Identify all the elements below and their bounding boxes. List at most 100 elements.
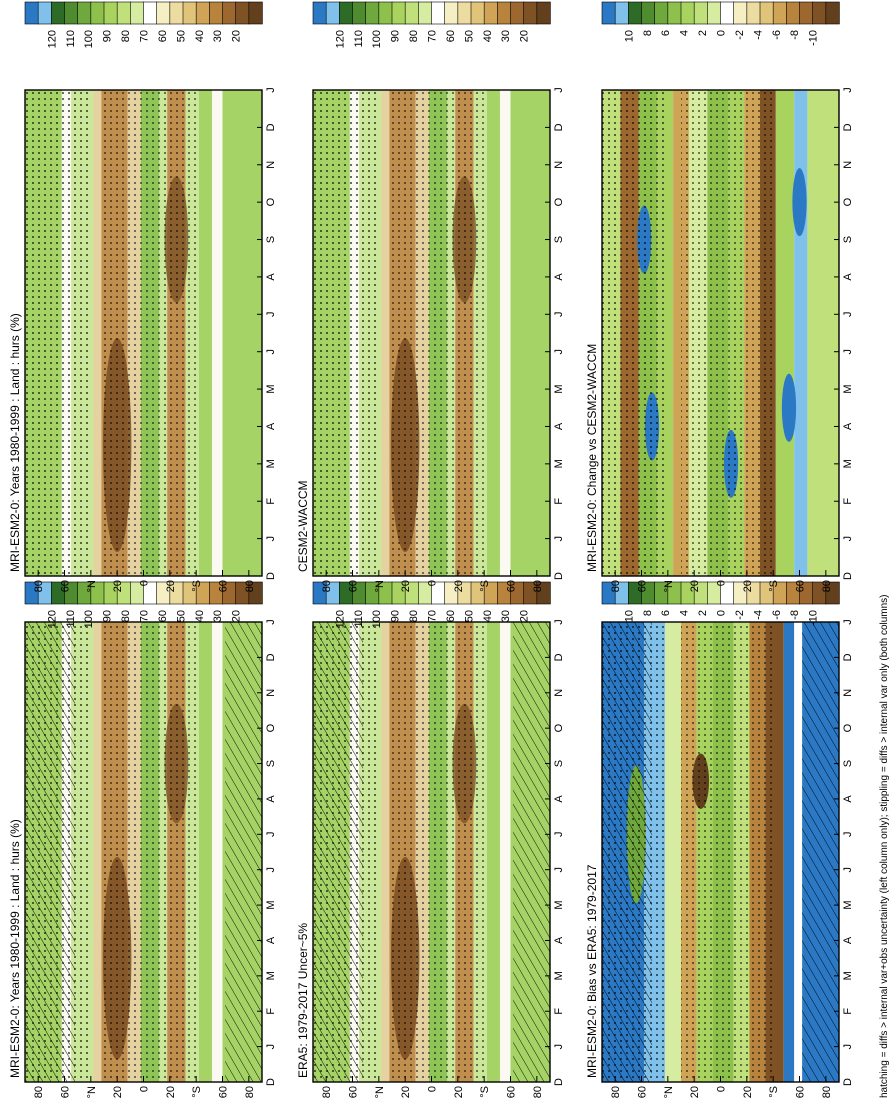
month-tick-label: J <box>265 867 277 873</box>
lat-tick-label: 0 <box>716 1086 728 1092</box>
month-tick-label: S <box>265 236 277 243</box>
colorbar-tick-label: 2 <box>697 610 709 616</box>
colorbar-swatch <box>339 1 354 25</box>
lat-tick-label: 80 <box>244 580 256 592</box>
month-tick-label: J <box>842 867 854 873</box>
colorbar-tick-label: 100 <box>83 610 95 628</box>
colorbar-tick-label: 90 <box>390 610 402 622</box>
month-tick-label: A <box>265 273 277 281</box>
colorbar-tick-label: 100 <box>83 30 95 48</box>
colorbar-swatch <box>483 1 499 25</box>
lat-tick-label: 60 <box>60 580 72 592</box>
chart-panel: 80 60 °N 20 0 20 °S 60 80 D J F M A M J J A S O N D J CESM2-WAC… <box>296 1 565 592</box>
lat-tick-label: 60 <box>795 580 807 592</box>
month-tick-label: D <box>553 123 565 131</box>
month-tick-label: N <box>265 689 277 697</box>
month-tick-label: A <box>842 936 854 944</box>
month-tick-label: F <box>553 1008 565 1015</box>
colorbar-swatch <box>772 1 788 25</box>
chart-panel: 80 60 °N 20 0 20 °S 60 80DJFMAMJJASONDJMRI-ESM2-… <box>585 1 854 592</box>
chart-panel: 80 60 °N 20 0 20 °S 60 80DJFMAMJJASONDJMRI-ESM2-… <box>8 581 277 1098</box>
colorbar-tick-label: 70 <box>139 610 151 622</box>
colorbar-swatch <box>786 1 801 25</box>
field-band <box>794 90 808 576</box>
colorbar: 120 110 100 90 80 70 60 50 40 30 20 <box>312 581 551 628</box>
colorbar-tick-label: 100 <box>371 30 383 48</box>
month-tick-label: M <box>842 384 854 393</box>
lat-tick-label: 60 <box>795 1086 807 1098</box>
field-band <box>93 622 102 1082</box>
month-tick-label: J <box>553 87 565 93</box>
colorbar-tick-label: -6 <box>771 30 783 40</box>
colorbar-swatch <box>24 1 39 25</box>
colorbar-tick-label: 40 <box>482 30 494 42</box>
month-tick-label: J <box>553 349 565 355</box>
month-tick-label: J <box>265 536 277 542</box>
lat-tick-label: °N <box>86 580 98 592</box>
colorbar: 10 8 6 4 2 0 -2 -4 -6 -8 -10 <box>601 1 840 46</box>
month-tick-label: M <box>265 384 277 393</box>
colorbar-tick-label: 60 <box>157 610 169 622</box>
colorbar-tick-label: 120 <box>46 30 58 48</box>
month-tick-label: D <box>265 653 277 661</box>
colorbar-tick-label: -8 <box>789 30 801 40</box>
field-band <box>783 622 795 1082</box>
month-tick-label: A <box>265 936 277 944</box>
lat-tick-label: 80 <box>532 580 544 592</box>
colorbar-tick-label: 70 <box>427 30 439 42</box>
lat-tick-label: 20 <box>112 580 124 592</box>
lat-tick-label: 20 <box>689 1086 701 1098</box>
stipple-overlay <box>392 622 485 1082</box>
month-tick-label: O <box>265 197 277 206</box>
colorbar-tick-label: 30 <box>212 610 224 622</box>
lat-tick-label: 60 <box>506 1086 518 1098</box>
month-tick-label: F <box>553 498 565 505</box>
colorbar-tick-label: 40 <box>482 610 494 622</box>
month-tick-label: M <box>553 900 565 909</box>
colorbar-tick-label: 90 <box>102 30 114 42</box>
colorbar-swatch <box>195 1 211 25</box>
month-tick-label: M <box>265 900 277 909</box>
month-tick-label: O <box>553 197 565 206</box>
field-band <box>486 90 500 576</box>
colorbar-swatch <box>130 1 145 25</box>
colorbar-swatch <box>707 1 722 25</box>
colorbar-swatch <box>825 1 840 25</box>
panels-layer: 80 60 °N 20 0 20 °S 60 80DJFMAMJJASONDJMRI-ESM2-… <box>8 1 854 1098</box>
lat-tick-label: 20 <box>742 580 754 592</box>
month-tick-label: D <box>265 123 277 131</box>
hatch-overlay <box>25 622 76 1082</box>
colorbar-tick-label: 30 <box>500 30 512 42</box>
colorbar-swatch <box>143 1 158 25</box>
hatch-overlay <box>313 622 364 1082</box>
colorbar-swatch <box>116 1 132 25</box>
month-tick-label: D <box>842 1078 854 1086</box>
lat-tick-label: °S <box>479 580 491 592</box>
lat-tick-label: 80 <box>33 1086 45 1098</box>
colorbar-tick-label: 20 <box>231 610 243 622</box>
month-tick-label: A <box>842 422 854 430</box>
lat-tick-label: 80 <box>321 580 333 592</box>
field-band <box>499 622 511 1082</box>
panel-title: ERA5: 1979-2017 Uncer~5% <box>296 923 310 1078</box>
month-tick-label: D <box>842 653 854 661</box>
month-tick-label: J <box>842 312 854 318</box>
colorbar-swatch <box>470 1 485 25</box>
month-tick-label: A <box>553 795 565 803</box>
lat-tick-label: 0 <box>716 580 728 586</box>
colorbar-tick-label: 110 <box>65 30 77 48</box>
lat-tick-label: 20 <box>689 580 701 592</box>
hatch-overlay <box>225 622 262 1082</box>
colorbar-tick-label: 30 <box>212 30 224 42</box>
month-tick-label: M <box>553 971 565 980</box>
colorbar-tick-label: 120 <box>334 30 346 48</box>
lat-tick-label: 20 <box>453 580 465 592</box>
colorbar-swatch <box>312 1 327 25</box>
stipple-overlay <box>313 90 379 576</box>
colorbar-tick-label: 90 <box>102 610 114 622</box>
colorbar-swatch <box>222 1 237 25</box>
field-band <box>222 90 262 576</box>
month-tick-label: J <box>842 832 854 838</box>
colorbar-swatch <box>64 1 79 25</box>
